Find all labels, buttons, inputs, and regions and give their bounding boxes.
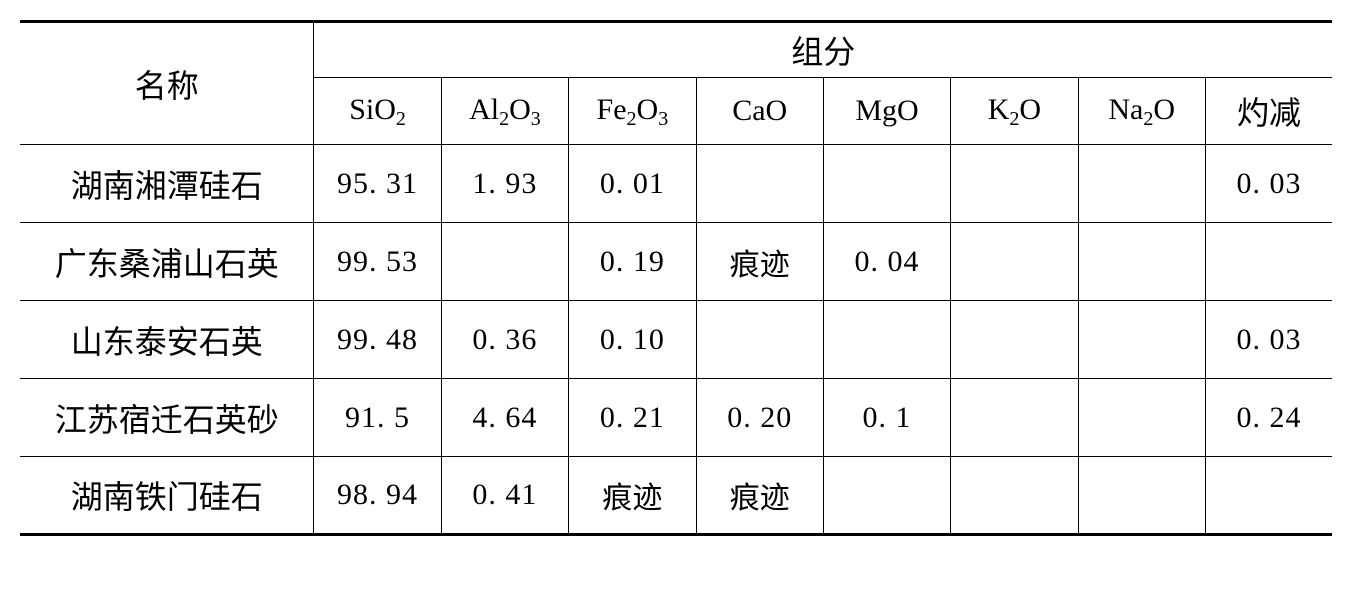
col-loi: 灼减 (1205, 78, 1332, 145)
cell: 4. 64 (441, 379, 568, 457)
cell (1078, 379, 1205, 457)
row-name: 山东泰安石英 (20, 301, 314, 379)
col-fe2o3: Fe2O3 (569, 78, 696, 145)
cell: 0. 03 (1205, 301, 1332, 379)
table-row: 山东泰安石英 99. 48 0. 36 0. 10 0. 03 (20, 301, 1332, 379)
cell: 痕迹 (569, 457, 696, 535)
cell: 0. 04 (823, 223, 950, 301)
table-row: 湖南湘潭硅石 95. 31 1. 93 0. 01 0. 03 (20, 145, 1332, 223)
col-na2o: Na2O (1078, 78, 1205, 145)
cell (823, 145, 950, 223)
composition-table: 名称 组分 SiO2 Al2O3 Fe2O3 CaO MgO K2O Na2O … (20, 20, 1332, 536)
cell: 91. 5 (314, 379, 441, 457)
cell: 0. 20 (696, 379, 823, 457)
cell: 0. 01 (569, 145, 696, 223)
cell: 0. 1 (823, 379, 950, 457)
cell: 0. 24 (1205, 379, 1332, 457)
cell: 95. 31 (314, 145, 441, 223)
cell (1078, 145, 1205, 223)
cell (1078, 301, 1205, 379)
cell (951, 145, 1078, 223)
cell (1078, 223, 1205, 301)
row-name: 湖南铁门硅石 (20, 457, 314, 535)
cell: 0. 03 (1205, 145, 1332, 223)
col-sio2: SiO2 (314, 78, 441, 145)
cell: 0. 41 (441, 457, 568, 535)
table-row: 广东桑浦山石英 99. 53 0. 19 痕迹 0. 04 (20, 223, 1332, 301)
cell: 98. 94 (314, 457, 441, 535)
cell (1078, 457, 1205, 535)
cell (1205, 457, 1332, 535)
cell: 1. 93 (441, 145, 568, 223)
col-cao: CaO (696, 78, 823, 145)
cell: 0. 19 (569, 223, 696, 301)
cell: 99. 53 (314, 223, 441, 301)
cell: 痕迹 (696, 457, 823, 535)
header-name: 名称 (20, 22, 314, 145)
row-name: 湖南湘潭硅石 (20, 145, 314, 223)
cell (823, 301, 950, 379)
cell (441, 223, 568, 301)
row-name: 广东桑浦山石英 (20, 223, 314, 301)
cell (1205, 223, 1332, 301)
cell: 0. 10 (569, 301, 696, 379)
col-k2o: K2O (951, 78, 1078, 145)
cell (951, 301, 1078, 379)
cell (951, 457, 1078, 535)
cell (696, 145, 823, 223)
cell: 0. 21 (569, 379, 696, 457)
cell: 99. 48 (314, 301, 441, 379)
table-row: 江苏宿迁石英砂 91. 5 4. 64 0. 21 0. 20 0. 1 0. … (20, 379, 1332, 457)
col-al2o3: Al2O3 (441, 78, 568, 145)
col-mgo: MgO (823, 78, 950, 145)
row-name: 江苏宿迁石英砂 (20, 379, 314, 457)
cell (823, 457, 950, 535)
cell (696, 301, 823, 379)
cell: 痕迹 (696, 223, 823, 301)
cell (951, 379, 1078, 457)
table-row: 湖南铁门硅石 98. 94 0. 41 痕迹 痕迹 (20, 457, 1332, 535)
cell (951, 223, 1078, 301)
cell: 0. 36 (441, 301, 568, 379)
header-group: 组分 (314, 22, 1332, 78)
